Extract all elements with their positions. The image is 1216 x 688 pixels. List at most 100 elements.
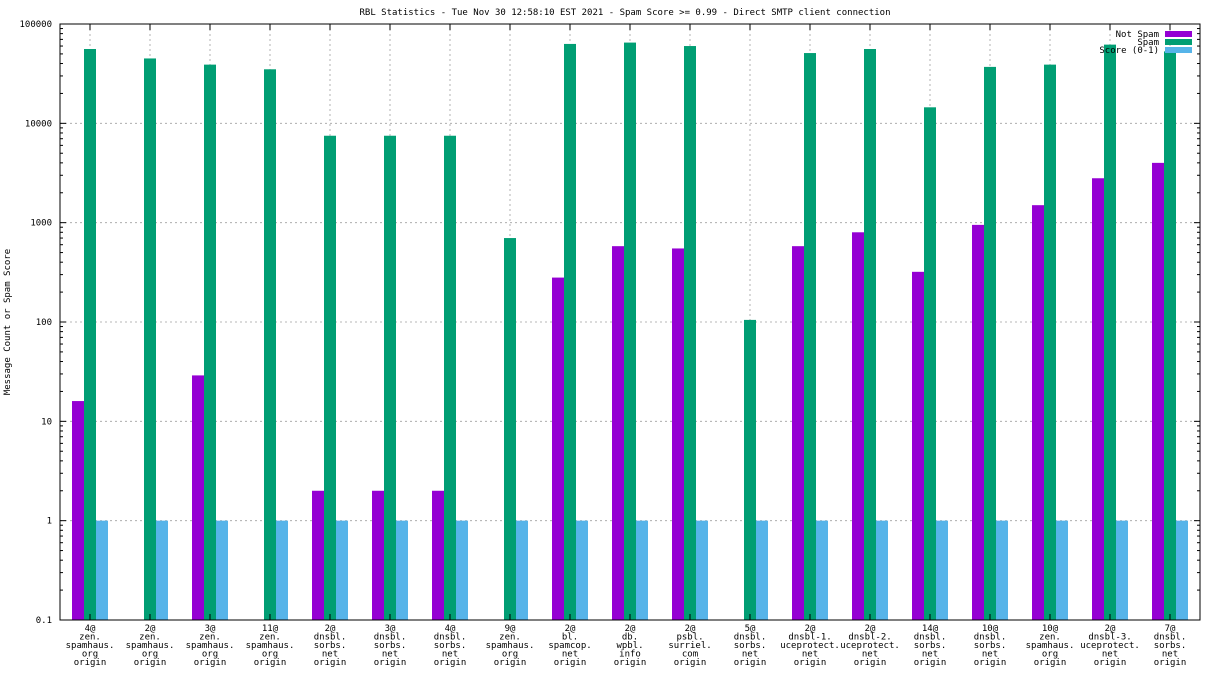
x-tick-label: 4@ — [85, 624, 96, 634]
x-tick-label: zen. — [499, 633, 521, 643]
x-tick-label: origin — [494, 658, 527, 668]
bar-score — [756, 520, 768, 620]
y-axis-label: Message Count or Spam Score — [3, 249, 13, 395]
bar-score — [996, 520, 1008, 620]
x-tick-label: net — [862, 650, 878, 660]
bar-score — [96, 520, 108, 620]
x-tick-label: origin — [134, 658, 167, 668]
x-tick-label: org — [262, 650, 278, 660]
bar-score — [1116, 520, 1128, 620]
bar-not-spam — [972, 224, 984, 620]
x-tick-label: zen. — [1039, 633, 1061, 643]
x-tick-label: zen. — [199, 633, 221, 643]
bar-score — [456, 520, 468, 620]
x-tick-label: info — [619, 650, 641, 660]
bar-spam — [324, 135, 336, 621]
x-tick-label: dnsbl-3. — [1088, 633, 1131, 643]
x-tick-label: 4@ — [445, 624, 456, 634]
legend-swatch — [1165, 47, 1192, 53]
x-tick-label: 2@ — [1105, 624, 1116, 634]
bar-not-spam — [912, 271, 924, 620]
bar-not-spam — [192, 375, 204, 620]
legend-swatch — [1165, 31, 1192, 37]
x-tick-label: dnsbl. — [1154, 633, 1187, 643]
bar-score — [336, 520, 348, 620]
x-tick-label: origin — [1034, 658, 1067, 668]
bar-spam — [264, 69, 276, 620]
bar-not-spam — [852, 232, 864, 620]
bar-score — [936, 520, 948, 620]
x-tick-label: psbl. — [676, 633, 703, 643]
y-tick-label: 1 — [47, 517, 52, 527]
x-tick-label: dnsbl. — [314, 633, 347, 643]
x-tick-label: org — [82, 650, 98, 660]
x-tick-label: 14@ — [922, 624, 939, 634]
x-tick-label: spamhaus. — [486, 641, 535, 651]
x-tick-label: origin — [314, 658, 347, 668]
x-tick-label: origin — [854, 658, 887, 668]
bar-spam — [384, 135, 396, 621]
bar-spam — [684, 46, 696, 620]
bar-spam — [624, 42, 636, 621]
x-tick-label: zen. — [139, 633, 161, 643]
bar-not-spam — [372, 490, 384, 620]
x-tick-label: spamhaus. — [126, 641, 175, 651]
x-tick-label: net — [322, 650, 338, 660]
x-tick-label: origin — [794, 658, 827, 668]
y-tick-label: 100 — [36, 318, 52, 328]
x-tick-label: db. — [622, 633, 638, 643]
x-tick-label: origin — [374, 658, 407, 668]
x-tick-label: origin — [194, 658, 227, 668]
bar-score — [636, 520, 648, 620]
x-tick-label: sorbs. — [974, 641, 1007, 651]
x-tick-label: net — [562, 650, 578, 660]
bar-score — [516, 520, 528, 620]
x-tick-label: org — [502, 650, 518, 660]
x-tick-label: origin — [554, 658, 587, 668]
x-tick-label: origin — [254, 658, 287, 668]
plot-frame — [59, 23, 1201, 621]
x-tick-label: org — [1042, 650, 1058, 660]
bar-not-spam — [1152, 162, 1164, 620]
legend-label: Spam — [1137, 38, 1159, 48]
y-tick-label: 1000 — [30, 219, 52, 229]
x-tick-label: 10@ — [982, 624, 999, 634]
x-tick-label: wpbl. — [616, 641, 643, 651]
x-tick-label: net — [802, 650, 818, 660]
x-tick-label: origin — [434, 658, 467, 668]
x-tick-label: origin — [1154, 658, 1187, 668]
bar-not-spam — [612, 246, 624, 621]
bar-score — [816, 520, 828, 620]
bar-spam — [1164, 51, 1176, 620]
x-tick-label: 5@ — [745, 624, 756, 634]
x-tick-label: 2@ — [685, 624, 696, 634]
x-tick-label: org — [142, 650, 158, 660]
y-tick-label: 0.1 — [36, 616, 52, 626]
bar-not-spam — [72, 401, 84, 620]
x-tick-label: 7@ — [1165, 624, 1176, 634]
bar-spam — [864, 49, 876, 621]
legend-swatch — [1165, 39, 1192, 45]
x-tick-label: origin — [734, 658, 767, 668]
x-tick-label: net — [922, 650, 938, 660]
x-tick-label: 2@ — [565, 624, 576, 634]
bar-score — [1176, 520, 1188, 620]
bar-spam — [804, 53, 816, 620]
x-tick-label: 2@ — [625, 624, 636, 634]
x-tick-label: dnsbl. — [914, 633, 947, 643]
x-tick-label: dnsbl-1. — [788, 633, 831, 643]
bar-not-spam — [312, 490, 324, 620]
bar-spam — [84, 49, 96, 621]
x-tick-label: 2@ — [865, 624, 876, 634]
x-tick-label: dnsbl. — [434, 633, 467, 643]
bar-spam — [504, 238, 516, 620]
x-tick-label: zen. — [259, 633, 281, 643]
x-tick-label: sorbs. — [434, 641, 467, 651]
bar-score — [576, 520, 588, 620]
x-tick-label: org — [202, 650, 218, 660]
bar-not-spam — [552, 277, 564, 620]
x-tick-label: 3@ — [385, 624, 396, 634]
x-tick-label: surriel. — [668, 641, 711, 651]
